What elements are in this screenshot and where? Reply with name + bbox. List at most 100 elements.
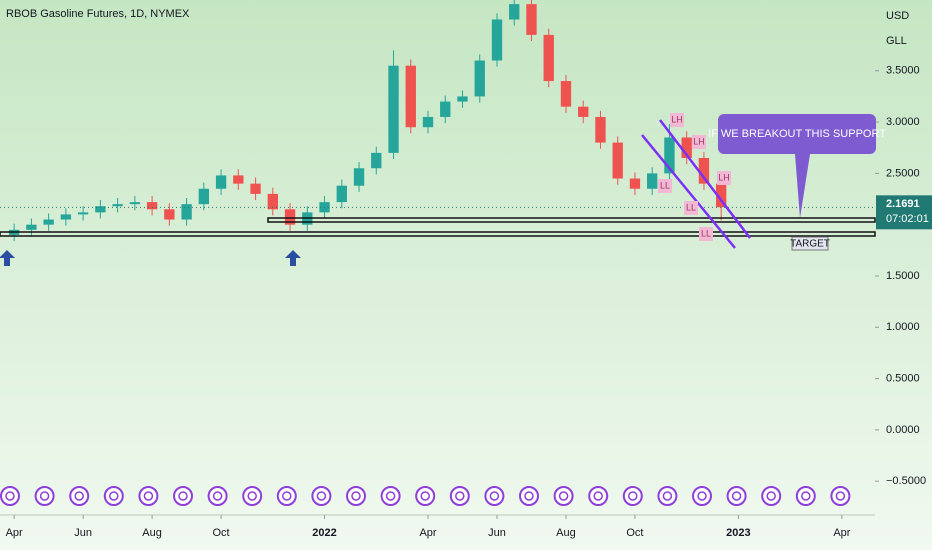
pivot-box (670, 113, 684, 127)
candle-body (388, 65, 399, 153)
candle-body (440, 101, 451, 117)
chart-title: RBOB Gasoline Futures, 1D, NYMEX (6, 8, 190, 20)
candle-body (353, 168, 365, 186)
pivot-label: LL (660, 180, 670, 190)
x-tick-label: Apr (419, 527, 436, 539)
event-icon-inner (628, 491, 638, 501)
x-tick-label: Apr (6, 527, 23, 539)
y-tick-label: 1.5000 (886, 270, 920, 282)
event-icon-inner (766, 491, 776, 501)
candle-body (26, 224, 37, 230)
candle-body (233, 175, 244, 184)
pivot-box (684, 201, 698, 215)
channel-line (659, 119, 751, 239)
candle-body (595, 116, 606, 143)
candle-body (612, 142, 623, 179)
support-line (267, 217, 876, 223)
candle-body (60, 214, 72, 220)
candle-body (491, 19, 503, 61)
event-icon-inner (801, 491, 811, 501)
candle-body (112, 204, 123, 207)
x-tick-label: Oct (213, 527, 230, 539)
unit: GLL (886, 35, 907, 47)
callout-pointer (795, 154, 810, 218)
candle-body (198, 188, 210, 205)
candle-body (647, 173, 658, 189)
event-icon-inner (74, 491, 84, 501)
event-icon-inner (212, 491, 223, 501)
event-icon (692, 486, 712, 506)
target-line (0, 231, 876, 237)
pivot-label: LH (693, 136, 705, 146)
candle-body (405, 65, 416, 128)
candle-body (698, 157, 710, 184)
event-icon (726, 486, 747, 506)
candle-body (181, 204, 192, 220)
currency: USD (886, 10, 909, 22)
arrow-up (285, 250, 301, 266)
y-tick-label: 3.5000 (886, 65, 920, 77)
pivot-box (658, 179, 672, 193)
x-tick-label: Apr (833, 527, 850, 539)
event-icon-inner (247, 491, 257, 501)
y-tick-label: 0.0000 (886, 424, 920, 436)
y-tick-label: 2.5000 (886, 167, 920, 179)
event-icon (553, 486, 574, 506)
event-icon-inner (5, 491, 15, 501)
event-icon-inner (593, 491, 603, 501)
pivot-label: LH (671, 114, 683, 124)
event-icon (242, 486, 263, 506)
pivot-label: LH (718, 172, 730, 182)
candle-body (578, 106, 589, 117)
event-icon (346, 486, 366, 506)
candle-body (267, 193, 278, 210)
candle-body (509, 4, 520, 20)
candle-body (129, 202, 141, 205)
x-tick-label: 2023 (726, 527, 750, 539)
event-icon (173, 486, 193, 506)
event-icon (415, 486, 436, 506)
event-icon-inner (558, 491, 569, 501)
candle-body (474, 60, 485, 97)
event-icon (795, 486, 816, 506)
event-icon-inner (39, 491, 50, 501)
countdown: 07:02:01 (886, 213, 929, 225)
x-tick-label: Jun (488, 527, 506, 539)
last-price-label: 2.1691 (886, 198, 920, 210)
y-tick-label: 0.5000 (886, 372, 920, 384)
candle-body (543, 34, 554, 82)
event-icon (519, 486, 539, 506)
event-icon-inner (143, 491, 154, 501)
callout-text: IF WE BREAKOUT THIS SUPPORT (708, 128, 886, 140)
x-tick-label: Jun (74, 527, 92, 539)
candle-body (284, 209, 296, 225)
event-icon-inner (420, 491, 430, 501)
candle-body (457, 96, 468, 102)
candle-body (526, 4, 537, 35)
event-icon-inner (662, 491, 673, 501)
event-icon (484, 486, 505, 506)
event-icon (588, 486, 609, 506)
y-tick-label: 3.0000 (886, 116, 920, 128)
event-icon-inner (524, 491, 534, 501)
candle-body (629, 178, 641, 189)
candle-body (664, 137, 675, 174)
event-icon-inner (109, 491, 119, 501)
candle-body (164, 209, 175, 220)
event-icon-inner (351, 491, 361, 501)
candle-body (681, 137, 692, 158)
x-tick-label: 2022 (312, 527, 336, 539)
candle-body (371, 152, 382, 169)
x-tick-label: Aug (142, 527, 162, 539)
target-box (791, 236, 829, 251)
candle-body (336, 185, 347, 203)
event-icon-inner (385, 491, 396, 501)
event-icon (103, 486, 124, 506)
candle-body (560, 81, 572, 107)
pivot-label: LL (701, 228, 711, 238)
candle-body (43, 219, 54, 225)
pivot-box (692, 135, 706, 149)
event-icon-inner (835, 491, 846, 501)
event-icon (449, 486, 470, 506)
